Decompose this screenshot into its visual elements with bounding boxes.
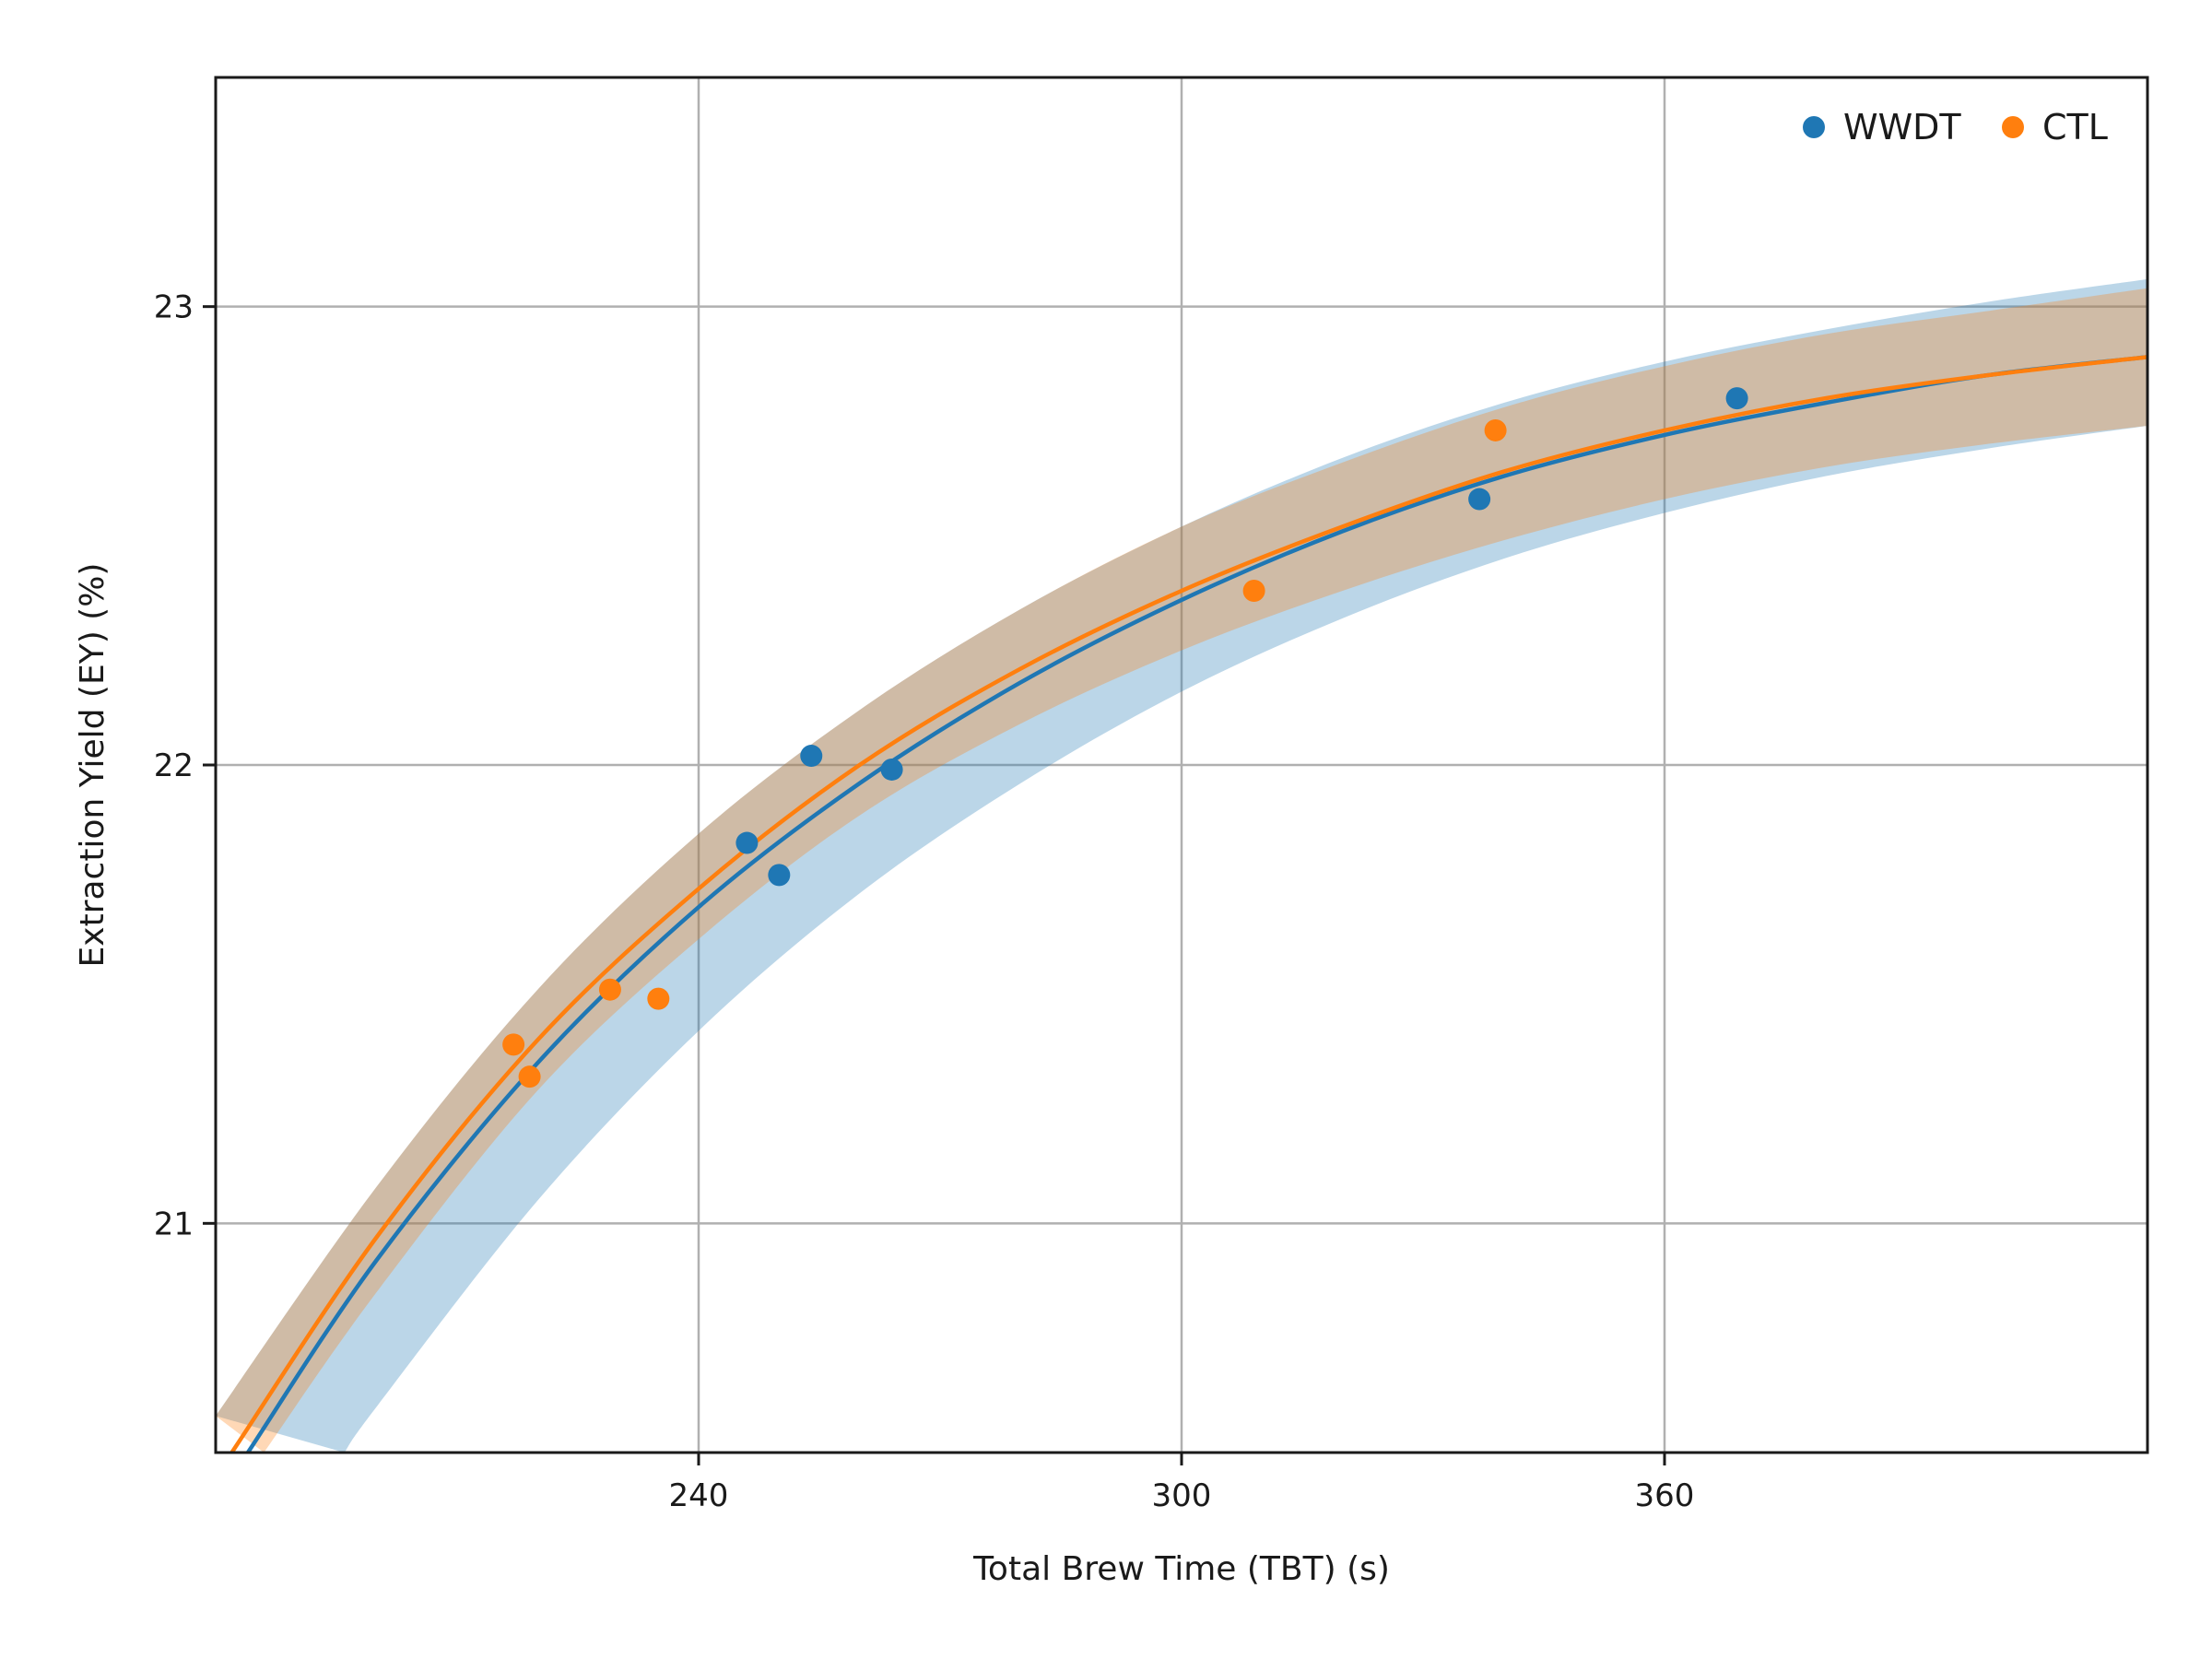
y-axis-label: Extraction Yield (EY) (%): [74, 563, 112, 968]
y-tick-label: 21: [154, 1206, 194, 1242]
confidence-band-wwdt: [216, 278, 2147, 1453]
fit-curves: [229, 355, 2147, 1453]
data-point-ctl: [1242, 580, 1265, 603]
grid: [216, 77, 2147, 1453]
legend-marker-ctl: [2002, 116, 2024, 138]
x-axis-label: Total Brew Time (TBT) (s): [972, 1550, 1390, 1588]
fit-curve-ctl: [229, 355, 2147, 1453]
legend-marker-wwdt: [1803, 116, 1825, 138]
data-point-ctl: [502, 1033, 525, 1056]
x-tick-label: 240: [669, 1477, 729, 1514]
legend-label-wwdt: WWDT: [1843, 107, 1961, 147]
data-points: [502, 387, 1748, 1088]
data-point-ctl: [518, 1065, 541, 1088]
data-point-wwdt: [1725, 387, 1748, 410]
data-point-ctl: [1484, 418, 1507, 441]
data-point-wwdt: [735, 831, 759, 854]
data-point-wwdt: [800, 745, 823, 768]
data-point-ctl: [647, 987, 670, 1010]
x-tick-label: 300: [1152, 1477, 1212, 1514]
fit-curve-wwdt: [246, 355, 2147, 1453]
data-point-ctl: [598, 978, 621, 1001]
legend: WWDT CTL: [1803, 107, 2108, 147]
data-point-wwdt: [768, 864, 791, 887]
x-tick-label: 360: [1635, 1477, 1695, 1514]
y-tick-label: 23: [154, 289, 194, 326]
data-point-wwdt: [880, 758, 903, 781]
data-point-wwdt: [1468, 488, 1491, 511]
y-tick-label: 22: [154, 747, 194, 784]
axis-ticks: 240 300 360 21 22 23: [154, 289, 1695, 1514]
confidence-bands: [216, 278, 2147, 1453]
legend-label-ctl: CTL: [2042, 107, 2108, 147]
confidence-band-ctl: [216, 288, 2147, 1453]
